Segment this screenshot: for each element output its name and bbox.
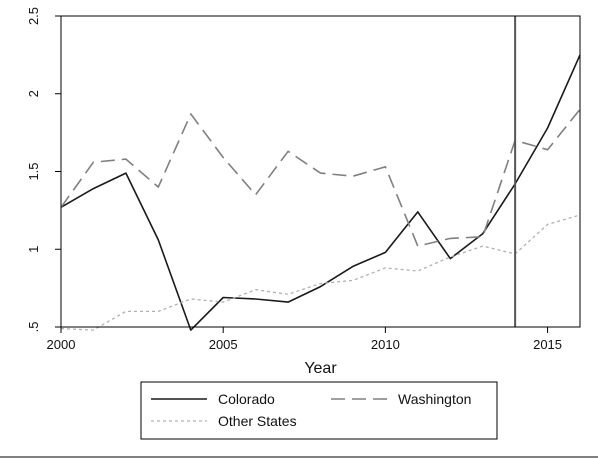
legend-box	[140, 381, 498, 440]
axes: 2000 2005 2010 2015 .5 1 1.5 2 2.5	[26, 7, 581, 352]
y-tick-label: .5	[26, 322, 41, 333]
y-tick-label: 1	[26, 246, 41, 253]
series-line-other-states	[60, 214, 581, 331]
plot-area	[60, 16, 581, 331]
x-tick-label: 2015	[533, 337, 562, 352]
x-tick-label: 2010	[371, 337, 400, 352]
legend-label: Washington	[398, 391, 471, 407]
x-tick-label: 2005	[209, 337, 238, 352]
x-axis-title: Year	[304, 360, 337, 377]
series-line-colorado	[60, 54, 581, 331]
x-tick-label: 2000	[47, 337, 76, 352]
legend-label: Other States	[218, 413, 297, 429]
y-tick-label: 2	[26, 90, 41, 97]
series-line-washington	[60, 108, 581, 247]
y-tick-label: 2.5	[26, 7, 41, 25]
legend: Colorado Washington Other States	[140, 381, 498, 440]
y-tick-label: 1.5	[26, 162, 41, 180]
legend-label: Colorado	[218, 391, 275, 407]
